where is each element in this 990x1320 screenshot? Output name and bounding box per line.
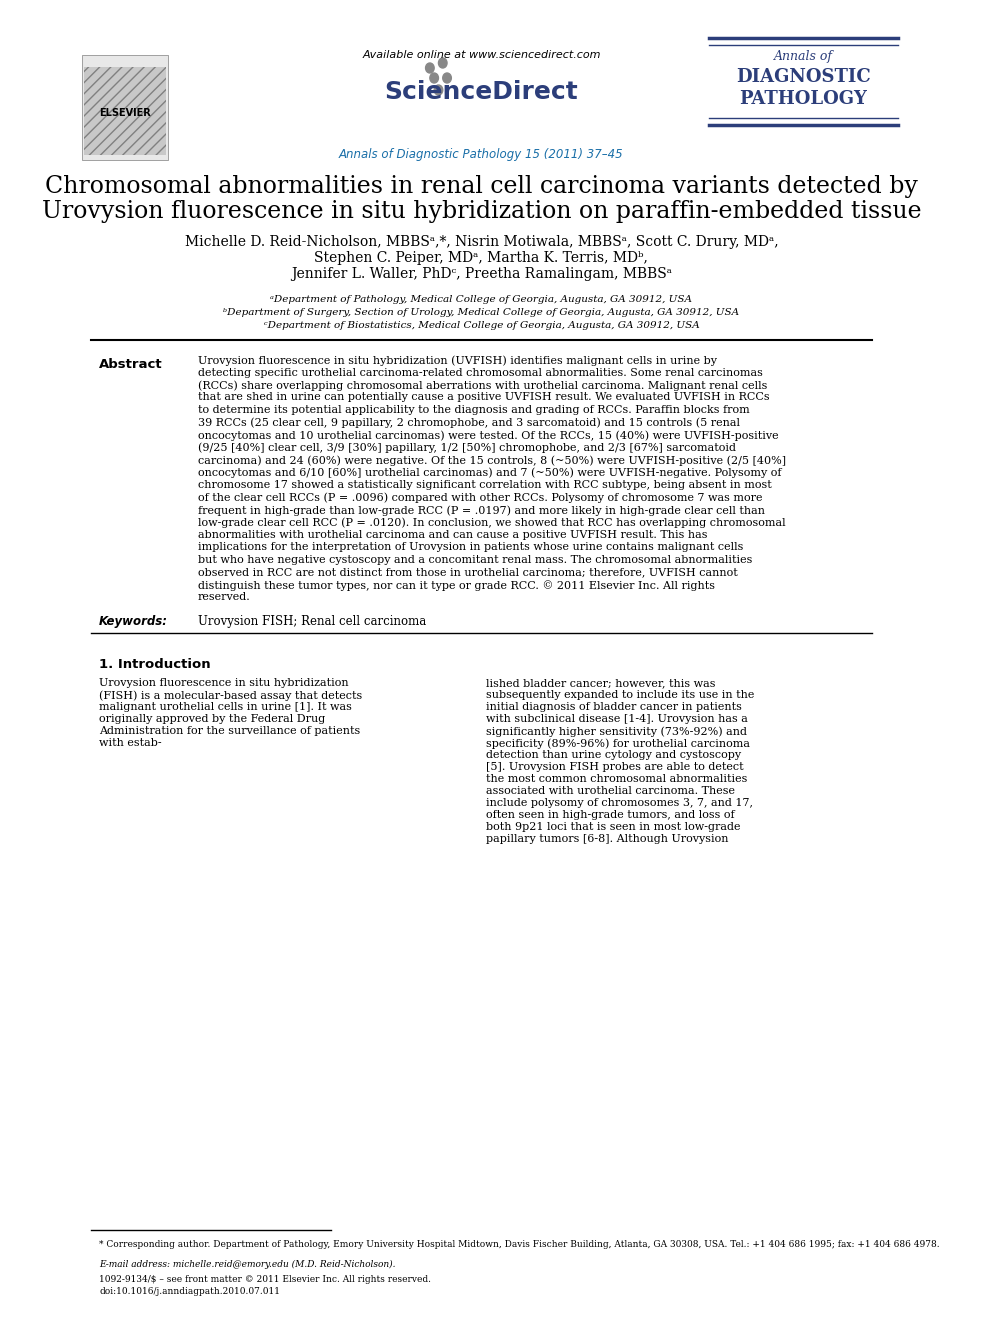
Text: detecting specific urothelial carcinoma-related chromosomal abnormalities. Some : detecting specific urothelial carcinoma-… [198,367,763,378]
Text: that are shed in urine can potentially cause a positive UVFISH result. We evalua: that are shed in urine can potentially c… [198,392,769,403]
Text: * Corresponding author. Department of Pathology, Emory University Hospital Midto: * Corresponding author. Department of Pa… [99,1239,940,1249]
Text: subsequently expanded to include its use in the: subsequently expanded to include its use… [486,690,754,700]
Text: Administration for the surveillance of patients: Administration for the surveillance of p… [99,726,360,737]
Text: distinguish these tumor types, nor can it type or grade RCC. © 2011 Elsevier Inc: distinguish these tumor types, nor can i… [198,579,715,591]
Text: Available online at www.sciencedirect.com: Available online at www.sciencedirect.co… [362,50,601,59]
Text: significantly higher sensitivity (73%-92%) and: significantly higher sensitivity (73%-92… [486,726,746,737]
Text: (RCCs) share overlapping chromosomal aberrations with urothelial carcinoma. Mali: (RCCs) share overlapping chromosomal abe… [198,380,767,391]
Text: ELSEVIER: ELSEVIER [99,108,150,117]
Text: PATHOLOGY: PATHOLOGY [740,90,867,108]
Text: Urovysion fluorescence in situ hybridization: Urovysion fluorescence in situ hybridiza… [99,678,348,688]
Text: 39 RCCs (25 clear cell, 9 papillary, 2 chromophobe, and 3 sarcomatoid) and 15 co: 39 RCCs (25 clear cell, 9 papillary, 2 c… [198,417,740,428]
Text: chromosome 17 showed a statistically significant correlation with RCC subtype, b: chromosome 17 showed a statistically sig… [198,480,771,490]
Text: Urovysion FISH; Renal cell carcinoma: Urovysion FISH; Renal cell carcinoma [198,615,426,628]
Text: Annals of Diagnostic Pathology 15 (2011) 37–45: Annals of Diagnostic Pathology 15 (2011)… [340,148,624,161]
Text: the most common chromosomal abnormalities: the most common chromosomal abnormalitie… [486,774,747,784]
Text: with estab-: with estab- [99,738,161,748]
Text: doi:10.1016/j.anndiagpath.2010.07.011: doi:10.1016/j.anndiagpath.2010.07.011 [99,1287,280,1296]
Text: E-mail address: michelle.reid@emory.edu (M.D. Reid-Nicholson).: E-mail address: michelle.reid@emory.edu … [99,1261,396,1269]
Text: to determine its potential applicability to the diagnosis and grading of RCCs. P: to determine its potential applicability… [198,405,749,414]
Circle shape [430,73,439,83]
Text: associated with urothelial carcinoma. These: associated with urothelial carcinoma. Th… [486,785,735,796]
Text: Chromosomal abnormalities in renal cell carcinoma variants detected by: Chromosomal abnormalities in renal cell … [45,176,918,198]
Text: abnormalities with urothelial carcinoma and can cause a positive UVFISH result. : abnormalities with urothelial carcinoma … [198,531,708,540]
Text: ᵇDepartment of Surgery, Section of Urology, Medical College of Georgia, Augusta,: ᵇDepartment of Surgery, Section of Urolo… [224,308,740,317]
Circle shape [443,73,451,83]
Text: DIAGNOSTIC: DIAGNOSTIC [737,69,871,86]
Text: low-grade clear cell RCC (P = .0120). In conclusion, we showed that RCC has over: low-grade clear cell RCC (P = .0120). In… [198,517,785,528]
Circle shape [435,84,443,95]
Text: with subclinical disease [1-4]. Urovysion has a: with subclinical disease [1-4]. Urovysio… [486,714,747,723]
Text: 1. Introduction: 1. Introduction [99,657,211,671]
Text: originally approved by the Federal Drug: originally approved by the Federal Drug [99,714,326,723]
FancyBboxPatch shape [82,55,168,160]
Text: both 9p21 loci that is seen in most low-grade: both 9p21 loci that is seen in most low-… [486,822,741,832]
Text: ᶜDepartment of Biostatistics, Medical College of Georgia, Augusta, GA 30912, USA: ᶜDepartment of Biostatistics, Medical Co… [263,321,699,330]
Text: Michelle D. Reid-Nicholson, MBBSᵃ,*, Nisrin Motiwala, MBBSᵃ, Scott C. Drury, MDᵃ: Michelle D. Reid-Nicholson, MBBSᵃ,*, Nis… [184,235,778,249]
Text: of the clear cell RCCs (P = .0096) compared with other RCCs. Polysomy of chromos: of the clear cell RCCs (P = .0096) compa… [198,492,762,503]
Circle shape [439,58,447,69]
Circle shape [426,63,435,73]
Text: malignant urothelial cells in urine [1]. It was: malignant urothelial cells in urine [1].… [99,702,352,711]
Text: (FISH) is a molecular-based assay that detects: (FISH) is a molecular-based assay that d… [99,690,362,701]
Text: oncocytomas and 6/10 [60%] urothelial carcinomas) and 7 (~50%) were UVFISH-negat: oncocytomas and 6/10 [60%] urothelial ca… [198,467,781,478]
Text: frequent in high-grade than low-grade RCC (P = .0197) and more likely in high-gr: frequent in high-grade than low-grade RC… [198,506,765,516]
Text: ScienceDirect: ScienceDirect [384,81,578,104]
Text: [5]. Urovysion FISH probes are able to detect: [5]. Urovysion FISH probes are able to d… [486,762,743,772]
Text: observed in RCC are not distinct from those in urothelial carcinoma; therefore, : observed in RCC are not distinct from th… [198,568,738,578]
Text: Urovysion fluorescence in situ hybridization (UVFISH) identifies malignant cells: Urovysion fluorescence in situ hybridiza… [198,355,717,366]
Text: ᵃDepartment of Pathology, Medical College of Georgia, Augusta, GA 30912, USA: ᵃDepartment of Pathology, Medical Colleg… [270,294,692,304]
Text: detection than urine cytology and cystoscopy: detection than urine cytology and cystos… [486,750,741,760]
Text: specificity (89%-96%) for urothelial carcinoma: specificity (89%-96%) for urothelial car… [486,738,749,748]
Text: Abstract: Abstract [99,358,162,371]
Text: 1092-9134/$ – see front matter © 2011 Elsevier Inc. All rights reserved.: 1092-9134/$ – see front matter © 2011 El… [99,1275,431,1284]
Text: carcinoma) and 24 (60%) were negative. Of the 15 controls, 8 (~50%) were UVFISH-: carcinoma) and 24 (60%) were negative. O… [198,455,786,466]
Text: often seen in high-grade tumors, and loss of: often seen in high-grade tumors, and los… [486,810,735,820]
Text: papillary tumors [6-8]. Although Urovysion: papillary tumors [6-8]. Although Urovysi… [486,834,729,843]
Text: lished bladder cancer; however, this was: lished bladder cancer; however, this was [486,678,715,688]
Text: Jennifer L. Waller, PhDᶜ, Preetha Ramalingam, MBBSᵃ: Jennifer L. Waller, PhDᶜ, Preetha Ramali… [291,267,672,281]
Text: include polysomy of chromosomes 3, 7, and 17,: include polysomy of chromosomes 3, 7, an… [486,799,752,808]
Text: Keywords:: Keywords: [99,615,168,628]
Text: but who have negative cystoscopy and a concomitant renal mass. The chromosomal a: but who have negative cystoscopy and a c… [198,554,752,565]
FancyBboxPatch shape [84,67,166,154]
Text: Stephen C. Peiper, MDᵃ, Martha K. Terris, MDᵇ,: Stephen C. Peiper, MDᵃ, Martha K. Terris… [315,251,648,265]
Text: (9/25 [40%] clear cell, 3/9 [30%] papillary, 1/2 [50%] chromophobe, and 2/3 [67%: (9/25 [40%] clear cell, 3/9 [30%] papill… [198,442,736,453]
Text: Annals of: Annals of [774,50,833,63]
Text: oncocytomas and 10 urothelial carcinomas) were tested. Of the RCCs, 15 (40%) wer: oncocytomas and 10 urothelial carcinomas… [198,430,778,441]
Text: initial diagnosis of bladder cancer in patients: initial diagnosis of bladder cancer in p… [486,702,742,711]
Text: Urovysion fluorescence in situ hybridization on paraffin-embedded tissue: Urovysion fluorescence in situ hybridiza… [42,201,922,223]
Text: reserved.: reserved. [198,593,250,602]
Text: implications for the interpretation of Urovysion in patients whose urine contain: implications for the interpretation of U… [198,543,743,553]
